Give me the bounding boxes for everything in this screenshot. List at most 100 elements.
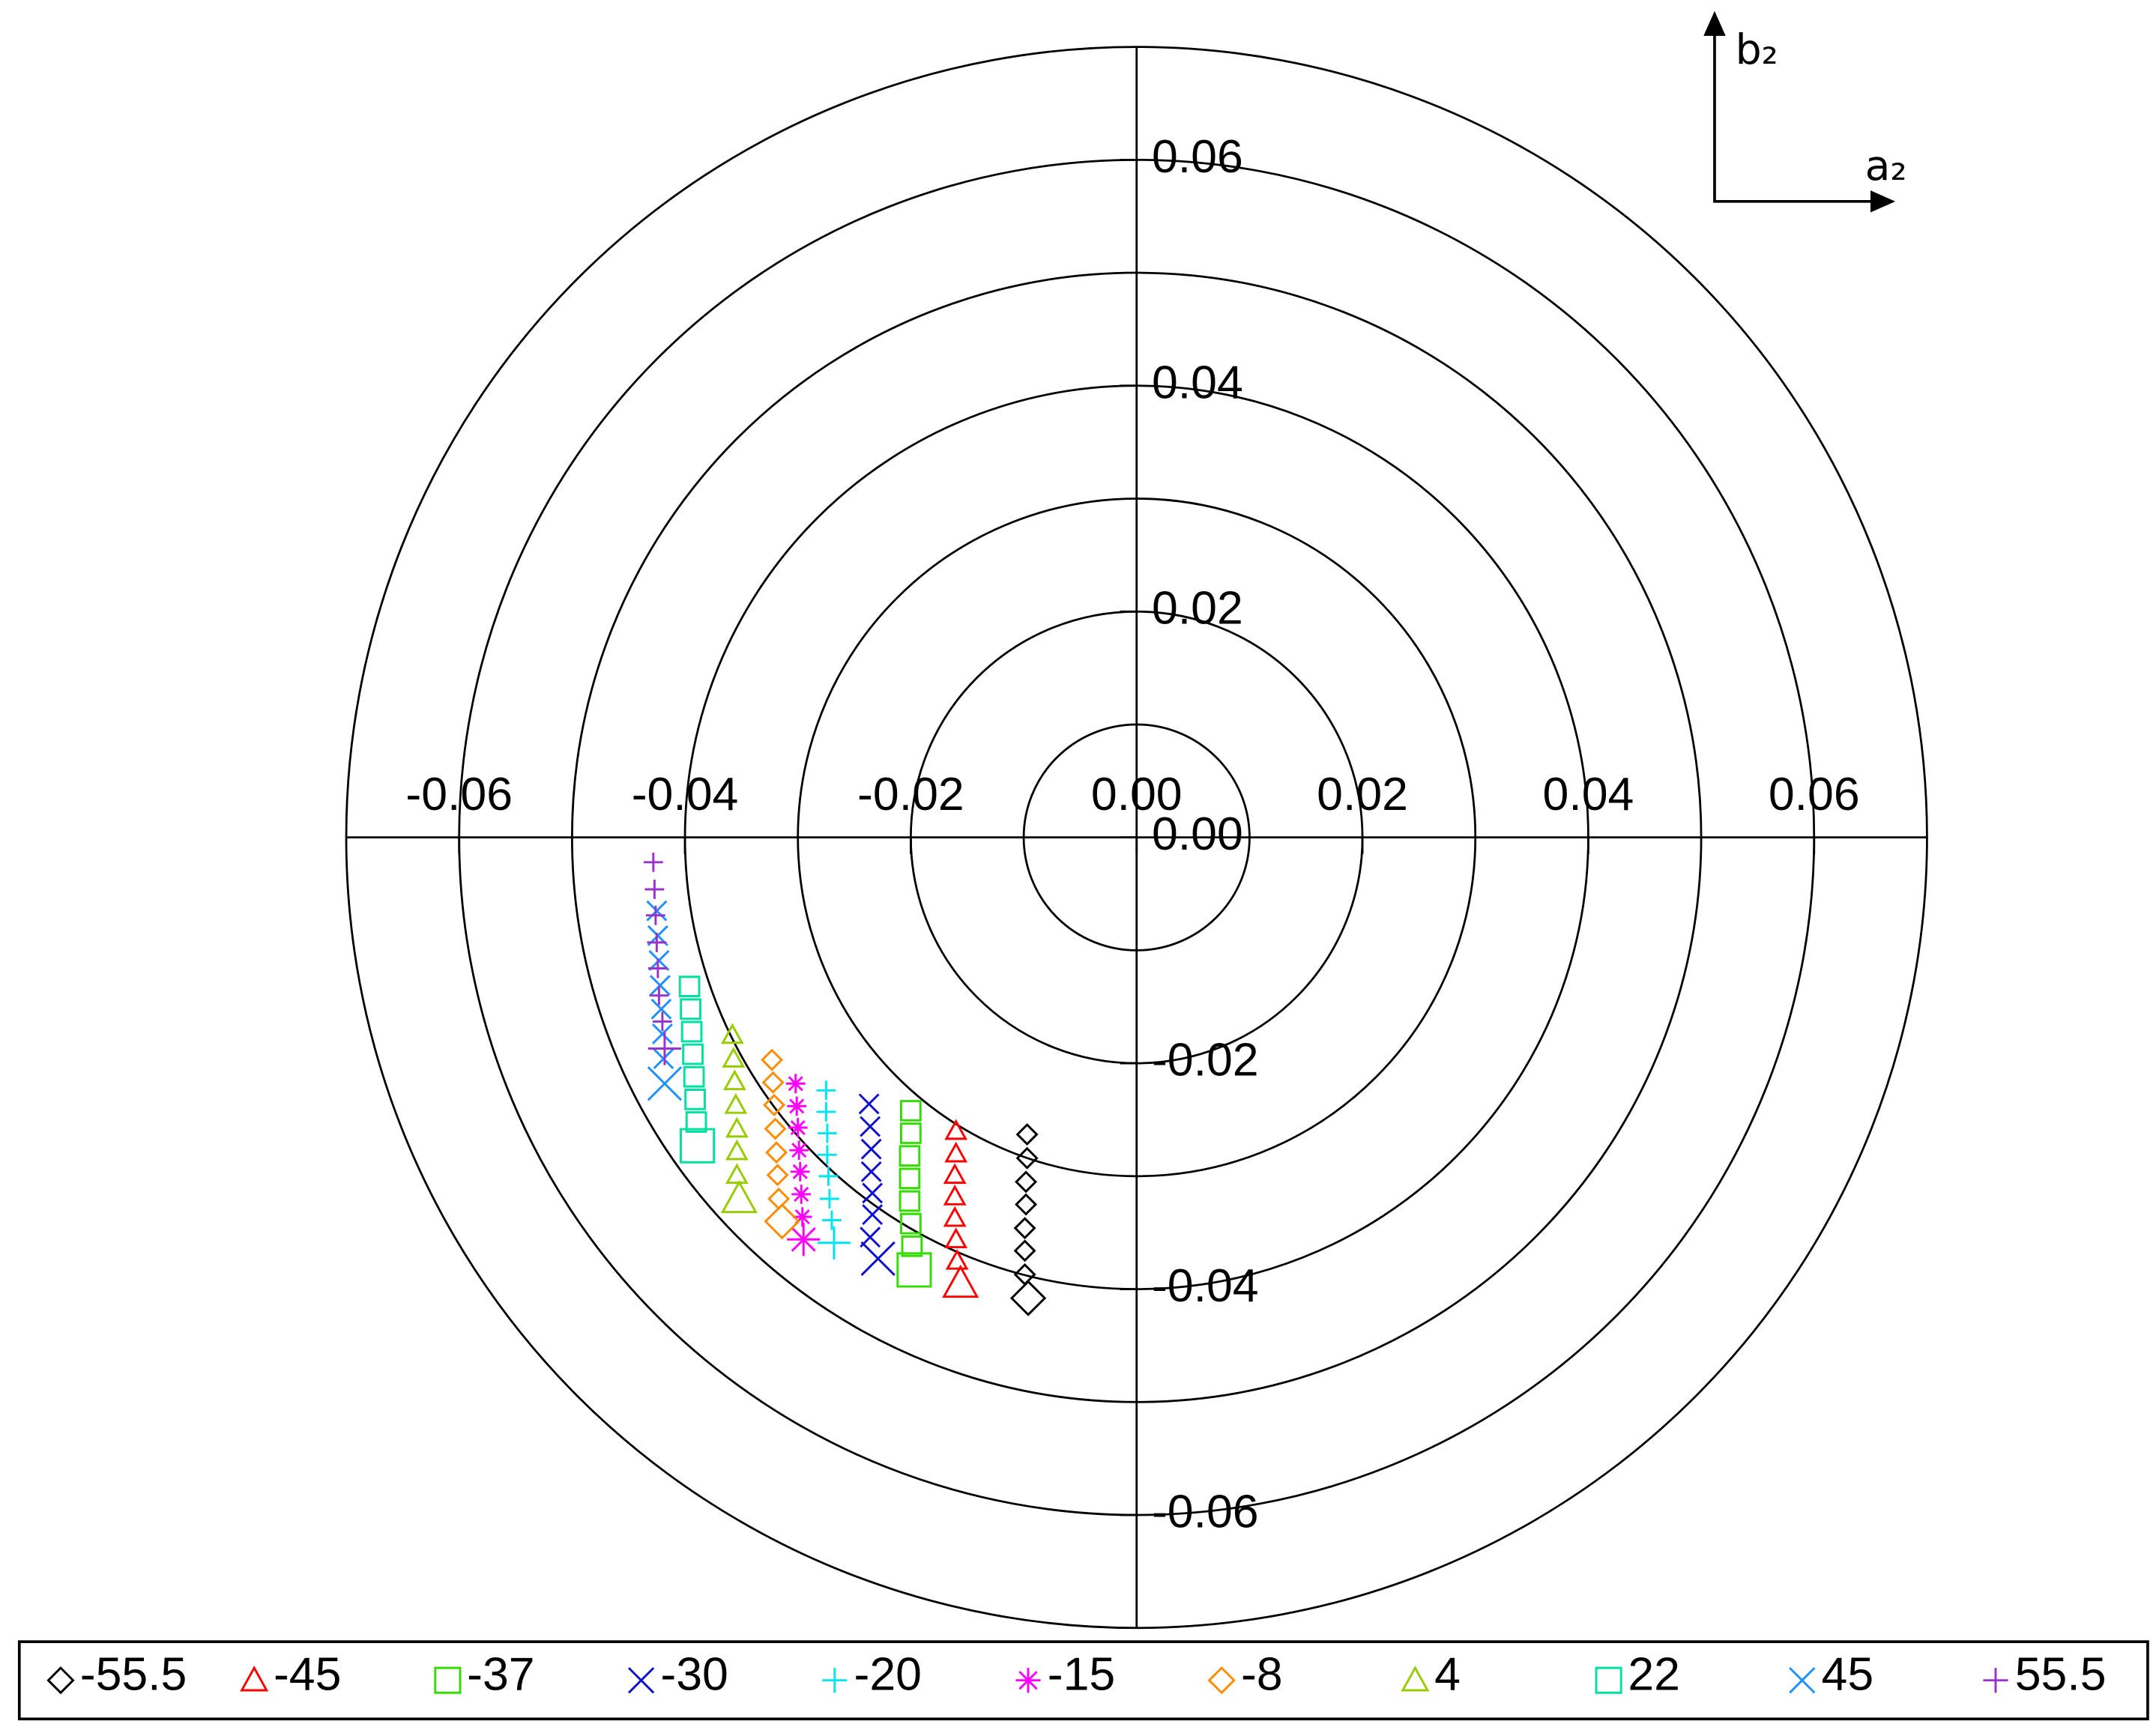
axis-inset: b₂ a₂	[1703, 10, 1907, 213]
point	[817, 1145, 837, 1165]
point	[643, 852, 663, 872]
x-tick-label: 0.02	[1317, 768, 1408, 820]
legend-label: -8	[1241, 1648, 1283, 1701]
point	[765, 1141, 788, 1164]
point	[682, 1043, 704, 1065]
series	[896, 1100, 932, 1288]
point	[678, 976, 701, 997]
point	[651, 1023, 673, 1044]
point	[647, 958, 668, 979]
point	[860, 1138, 882, 1160]
point	[1015, 1123, 1039, 1146]
point	[1013, 1239, 1036, 1262]
point	[649, 975, 671, 996]
point	[862, 1182, 884, 1204]
legend-label: 22	[1628, 1648, 1680, 1701]
legend-marker	[627, 1667, 655, 1694]
series	[646, 900, 683, 1101]
point	[722, 1069, 746, 1091]
x-tick-label: -0.06	[405, 768, 513, 820]
legend-label: 45	[1822, 1648, 1874, 1701]
point	[680, 1020, 703, 1043]
point	[725, 1139, 749, 1161]
legend-marker	[1015, 1668, 1041, 1693]
point	[860, 1241, 896, 1277]
legend-marker	[822, 1668, 848, 1693]
point	[647, 1066, 683, 1101]
point	[647, 932, 667, 952]
series	[678, 976, 716, 1164]
legend-label: 4	[1434, 1648, 1461, 1701]
point	[945, 1248, 969, 1270]
point	[644, 880, 665, 899]
point	[1015, 1193, 1038, 1216]
point	[763, 1093, 786, 1116]
point	[761, 1071, 785, 1094]
point	[650, 998, 672, 1020]
x-tick-label: 0.04	[1543, 768, 1634, 820]
y-tick-label: 0.00	[1152, 808, 1243, 860]
y-tick-label: -0.04	[1152, 1259, 1259, 1312]
x-tick-label: 0.00	[1091, 768, 1183, 820]
point	[1013, 1217, 1036, 1240]
point	[767, 1188, 791, 1210]
point	[648, 950, 670, 971]
legend-label: -20	[854, 1648, 922, 1701]
point	[653, 1011, 672, 1032]
point	[817, 1226, 851, 1259]
x-tick-label: 0.06	[1769, 768, 1860, 820]
legend-label: 55.5	[2015, 1648, 2107, 1701]
point	[818, 1166, 839, 1186]
legend-label: -55.5	[80, 1648, 187, 1701]
point	[900, 1212, 922, 1235]
point	[944, 1227, 968, 1249]
series	[785, 1074, 821, 1256]
y-tick-label: -0.02	[1152, 1034, 1259, 1086]
point	[816, 1102, 836, 1122]
point	[720, 1179, 758, 1214]
legend-box	[17, 1640, 2149, 1721]
point	[860, 1116, 881, 1137]
legend-marker	[1401, 1666, 1430, 1692]
legend-marker	[46, 1666, 75, 1695]
point	[764, 1203, 800, 1240]
legend-label: -37	[467, 1648, 534, 1701]
point	[944, 1141, 968, 1163]
point	[787, 1096, 807, 1116]
point	[858, 1093, 880, 1115]
series	[720, 1023, 758, 1214]
point	[896, 1252, 932, 1288]
legend-label: -30	[660, 1648, 728, 1701]
point	[764, 1117, 787, 1140]
point	[722, 1047, 746, 1068]
point	[900, 1100, 922, 1122]
point	[900, 1122, 922, 1144]
point	[822, 1210, 842, 1230]
point	[724, 1092, 748, 1114]
point	[899, 1145, 921, 1167]
legend-marker	[1789, 1667, 1816, 1694]
point	[899, 1167, 921, 1190]
point	[684, 1088, 706, 1110]
point	[683, 1065, 705, 1088]
point	[943, 1163, 967, 1185]
point	[645, 905, 665, 925]
point	[862, 1204, 884, 1226]
x-tick-label: -0.04	[632, 768, 739, 820]
point	[646, 900, 668, 922]
point	[817, 1123, 837, 1143]
series	[816, 1080, 851, 1259]
point	[791, 1185, 812, 1204]
point	[1015, 1170, 1038, 1194]
point	[792, 1207, 812, 1227]
point	[720, 1023, 744, 1044]
legend-marker	[1207, 1666, 1236, 1695]
y-tick-label: 0.02	[1152, 582, 1243, 635]
point	[653, 1048, 674, 1070]
point	[1009, 1280, 1047, 1316]
point	[790, 1161, 810, 1182]
point	[943, 1185, 967, 1206]
point	[789, 1140, 809, 1161]
